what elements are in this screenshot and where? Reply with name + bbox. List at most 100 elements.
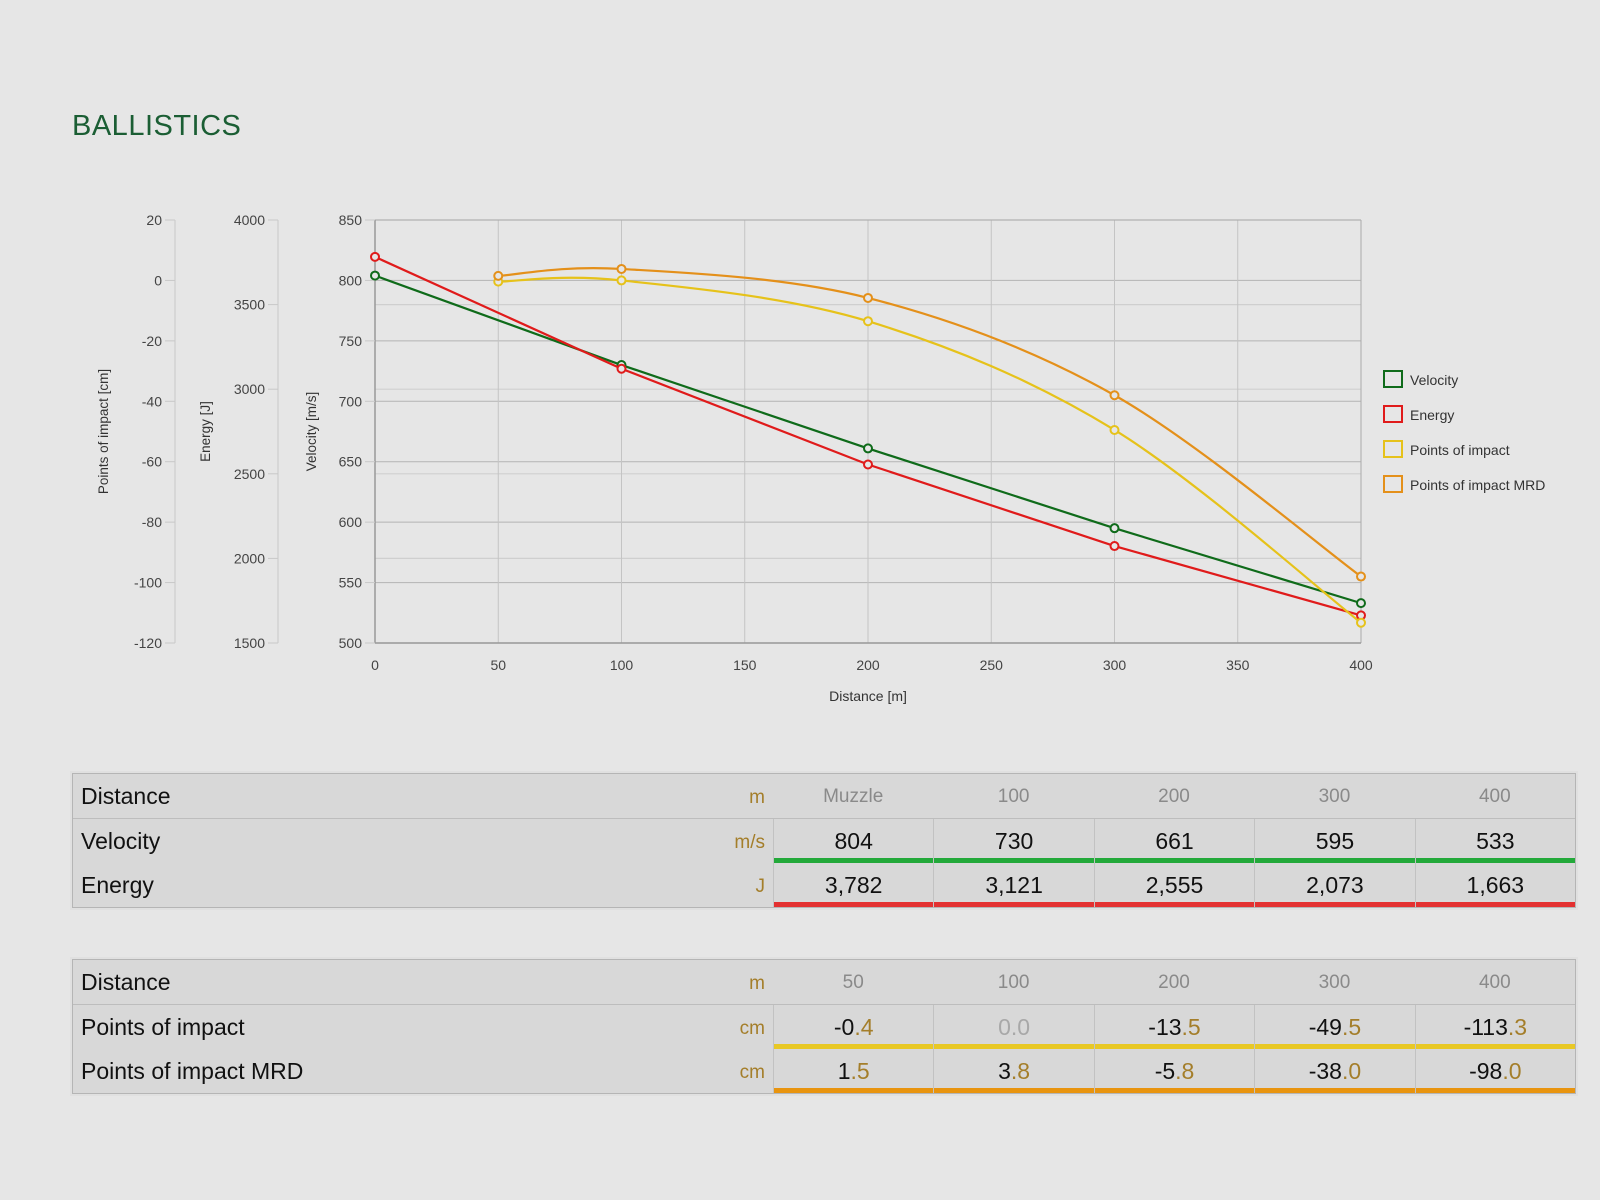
series-color-bar	[1094, 858, 1255, 863]
value-integer: 2,073	[1306, 872, 1364, 898]
value-integer: 595	[1315, 828, 1355, 854]
value-integer: 0	[998, 1014, 1011, 1040]
value-cell: 3,121	[933, 863, 1094, 907]
y-tick-label: 650	[339, 454, 363, 470]
table-row: Energy J 3,782 3,121 2,555 2,073 1,663	[73, 863, 1576, 907]
value-cell: -5.8	[1093, 1049, 1255, 1093]
column-header: 400	[1478, 786, 1511, 807]
table-row: Points of impact cm -0.4 0.0 -13.5 -49.5 -113…	[73, 1005, 1576, 1049]
row-label: Points of impact	[81, 1014, 245, 1040]
row-label: Points of impact MRD	[81, 1058, 304, 1084]
value-decimal: .5	[850, 1058, 870, 1084]
y-tick-label: -120	[134, 635, 162, 651]
x-axis-title: Distance [m]	[829, 688, 907, 704]
series-color-bar	[1094, 902, 1255, 907]
value-decimal: .5	[1181, 1014, 1201, 1040]
y-tick-label: 750	[339, 333, 363, 349]
data-point-points-of-impact	[863, 316, 873, 327]
y-tick-label: -20	[142, 333, 162, 349]
data-point-points-of-impact-mrd	[493, 270, 504, 281]
value-cell: 661	[1093, 819, 1255, 863]
value-integer: 533	[1476, 828, 1515, 854]
value-integer: 1,663	[1466, 872, 1525, 898]
series-color-bar	[1415, 1044, 1576, 1049]
value-integer: -5	[1154, 1058, 1176, 1084]
data-point-velocity	[1109, 523, 1120, 534]
value-decimal: .8	[1010, 1058, 1031, 1084]
series-color-bar	[774, 1044, 934, 1049]
legend-swatch-points-of-impact	[1383, 440, 1403, 458]
legend-swatch-velocity	[1383, 370, 1403, 388]
x-tick-label: 200	[856, 657, 880, 673]
x-tick-label: 100	[610, 657, 634, 673]
value-decimal: .0	[1341, 1058, 1362, 1084]
page-title: BALLISTICS	[72, 110, 242, 142]
series-color-bar	[1415, 902, 1576, 907]
value-integer: -98	[1469, 1058, 1503, 1084]
data-point-energy	[1109, 541, 1120, 552]
value-cell: -13.5	[1093, 1005, 1255, 1049]
row-label: Distance	[81, 969, 171, 995]
value-integer: 804	[834, 828, 873, 854]
row-unit: m/s	[734, 832, 765, 853]
series-color-bar	[934, 1044, 1094, 1049]
row-label: Velocity	[81, 828, 161, 854]
legend-label: Points of impact MRD	[1410, 477, 1545, 493]
value-cell: 0.0	[933, 1005, 1094, 1049]
data-point-points-of-impact	[1109, 424, 1120, 435]
y-tick-label: -60	[142, 454, 162, 470]
value-integer: 3,782	[824, 872, 883, 898]
y-tick-label: 2000	[234, 550, 265, 566]
series-line-points-of-impact-mrd	[498, 267, 1362, 578]
x-tick-label: 50	[490, 657, 506, 673]
series-color-bar	[1255, 1044, 1415, 1049]
y-tick-label: 600	[339, 514, 363, 530]
value-integer: -38	[1308, 1058, 1342, 1084]
value-integer: 730	[994, 828, 1034, 854]
value-integer: -49	[1308, 1014, 1342, 1040]
value-integer: 1	[837, 1058, 851, 1084]
series-color-bar	[1255, 1088, 1415, 1093]
y-tick-label: 1500	[234, 635, 265, 651]
column-header: Muzzle	[823, 786, 884, 807]
table-row: Velocity m/s 804 730 661 595 533	[73, 819, 1576, 863]
value-cell: 533	[1414, 819, 1576, 863]
series-color-bar	[774, 858, 934, 863]
value-integer: 661	[1155, 828, 1194, 854]
column-header: 50	[842, 972, 864, 993]
value-cell: 2,555	[1093, 863, 1255, 907]
series-color-bar	[1255, 858, 1415, 863]
row-unit: J	[755, 876, 766, 897]
value-integer: -113	[1463, 1014, 1508, 1040]
data-point-points-of-impact	[616, 275, 627, 286]
value-integer: 3,121	[985, 872, 1043, 898]
y-tick-label: 800	[339, 272, 363, 288]
legend-label: Points of impact	[1410, 442, 1510, 458]
y-tick-label: 0	[154, 272, 162, 288]
data-point-points-of-impact-mrd	[1356, 571, 1366, 582]
column-header: 100	[997, 786, 1030, 807]
series-color-bar	[774, 1088, 934, 1093]
column-header: 400	[1478, 972, 1511, 993]
series-color-bar	[1094, 1044, 1255, 1049]
data-point-energy	[370, 251, 380, 262]
x-tick-label: 400	[1349, 657, 1373, 673]
value-cell: 2,073	[1254, 863, 1415, 907]
value-cell: -38.0	[1254, 1049, 1415, 1093]
value-cell: -0.4	[773, 1005, 934, 1049]
data-point-velocity	[1356, 598, 1366, 609]
column-header: 100	[997, 972, 1030, 993]
legend-label: Velocity	[1410, 372, 1458, 388]
velocity-energy-table: Distance m Muzzle 100 200 300 400 Velocity m/…	[72, 773, 1576, 908]
value-cell: 730	[933, 819, 1094, 863]
row-unit: m	[749, 787, 765, 808]
value-cell: 3.8	[933, 1049, 1094, 1093]
y-tick-label: 3000	[234, 381, 265, 397]
legend-swatch-points-of-impact-mrd	[1383, 475, 1403, 493]
value-cell: 3,782	[773, 863, 934, 907]
data-point-velocity	[370, 270, 380, 281]
y-tick-label: 2500	[234, 466, 265, 482]
value-integer: 2,555	[1145, 872, 1204, 898]
value-decimal: .8	[1175, 1058, 1195, 1084]
